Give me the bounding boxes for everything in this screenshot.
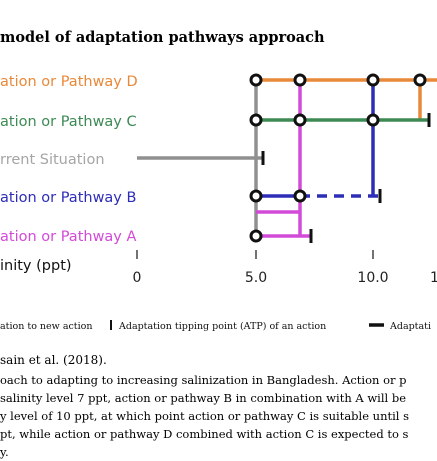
- x-axis-tick-label-10: 10.0: [357, 270, 388, 286]
- caption-line-3: y level of 10 ppt, at which point action…: [0, 409, 410, 423]
- node-b-start: [249, 189, 263, 203]
- node-c-start: [249, 113, 263, 127]
- label-pathway-b: ation or Pathway B: [0, 190, 136, 206]
- caption-line-1: oach to adapting to increasing salinizat…: [0, 373, 407, 387]
- figure-caption: oach to adapting to increasing salinizat…: [0, 371, 409, 461]
- axis-label: inity (ppt): [0, 258, 72, 274]
- node-a-start: [249, 229, 263, 243]
- node-c-a: [293, 113, 307, 127]
- legend-pathway-label: Adaptati: [389, 321, 431, 332]
- node-d-c: [413, 73, 427, 87]
- caption-line-2: salinity level 7 ppt, action or pathway …: [0, 391, 407, 405]
- label-pathway-d: ation or Pathway D: [0, 74, 138, 90]
- node-c-b: [366, 113, 380, 127]
- x-axis-tick-label-5: 5.0: [245, 270, 267, 286]
- node-d-start: [249, 73, 263, 87]
- x-axis-tick-label-15: 1: [430, 270, 437, 286]
- node-d-b: [366, 73, 380, 87]
- node-b-a: [293, 189, 307, 203]
- legend-transfer-label: ation to new action: [0, 321, 93, 332]
- x-axis-tick-label-0: 0: [133, 270, 142, 286]
- legend-tipping-point-label: Adaptation tipping point (ATP) of an act…: [118, 321, 326, 332]
- adaptation-pathways-diagram: ation or Pathway D ation or Pathway C rr…: [0, 73, 437, 332]
- figure-title: model of adaptation pathways approach: [0, 29, 325, 46]
- node-d-a: [293, 73, 307, 87]
- label-pathway-a: ation or Pathway A: [0, 229, 136, 245]
- label-current-situation: rrent Situation: [0, 152, 105, 168]
- label-pathway-c: ation or Pathway C: [0, 114, 137, 130]
- figure-source: sain et al. (2018).: [0, 353, 107, 367]
- caption-line-5: y.: [0, 445, 9, 459]
- caption-line-4: pt, while action or pathway D combined w…: [0, 427, 409, 441]
